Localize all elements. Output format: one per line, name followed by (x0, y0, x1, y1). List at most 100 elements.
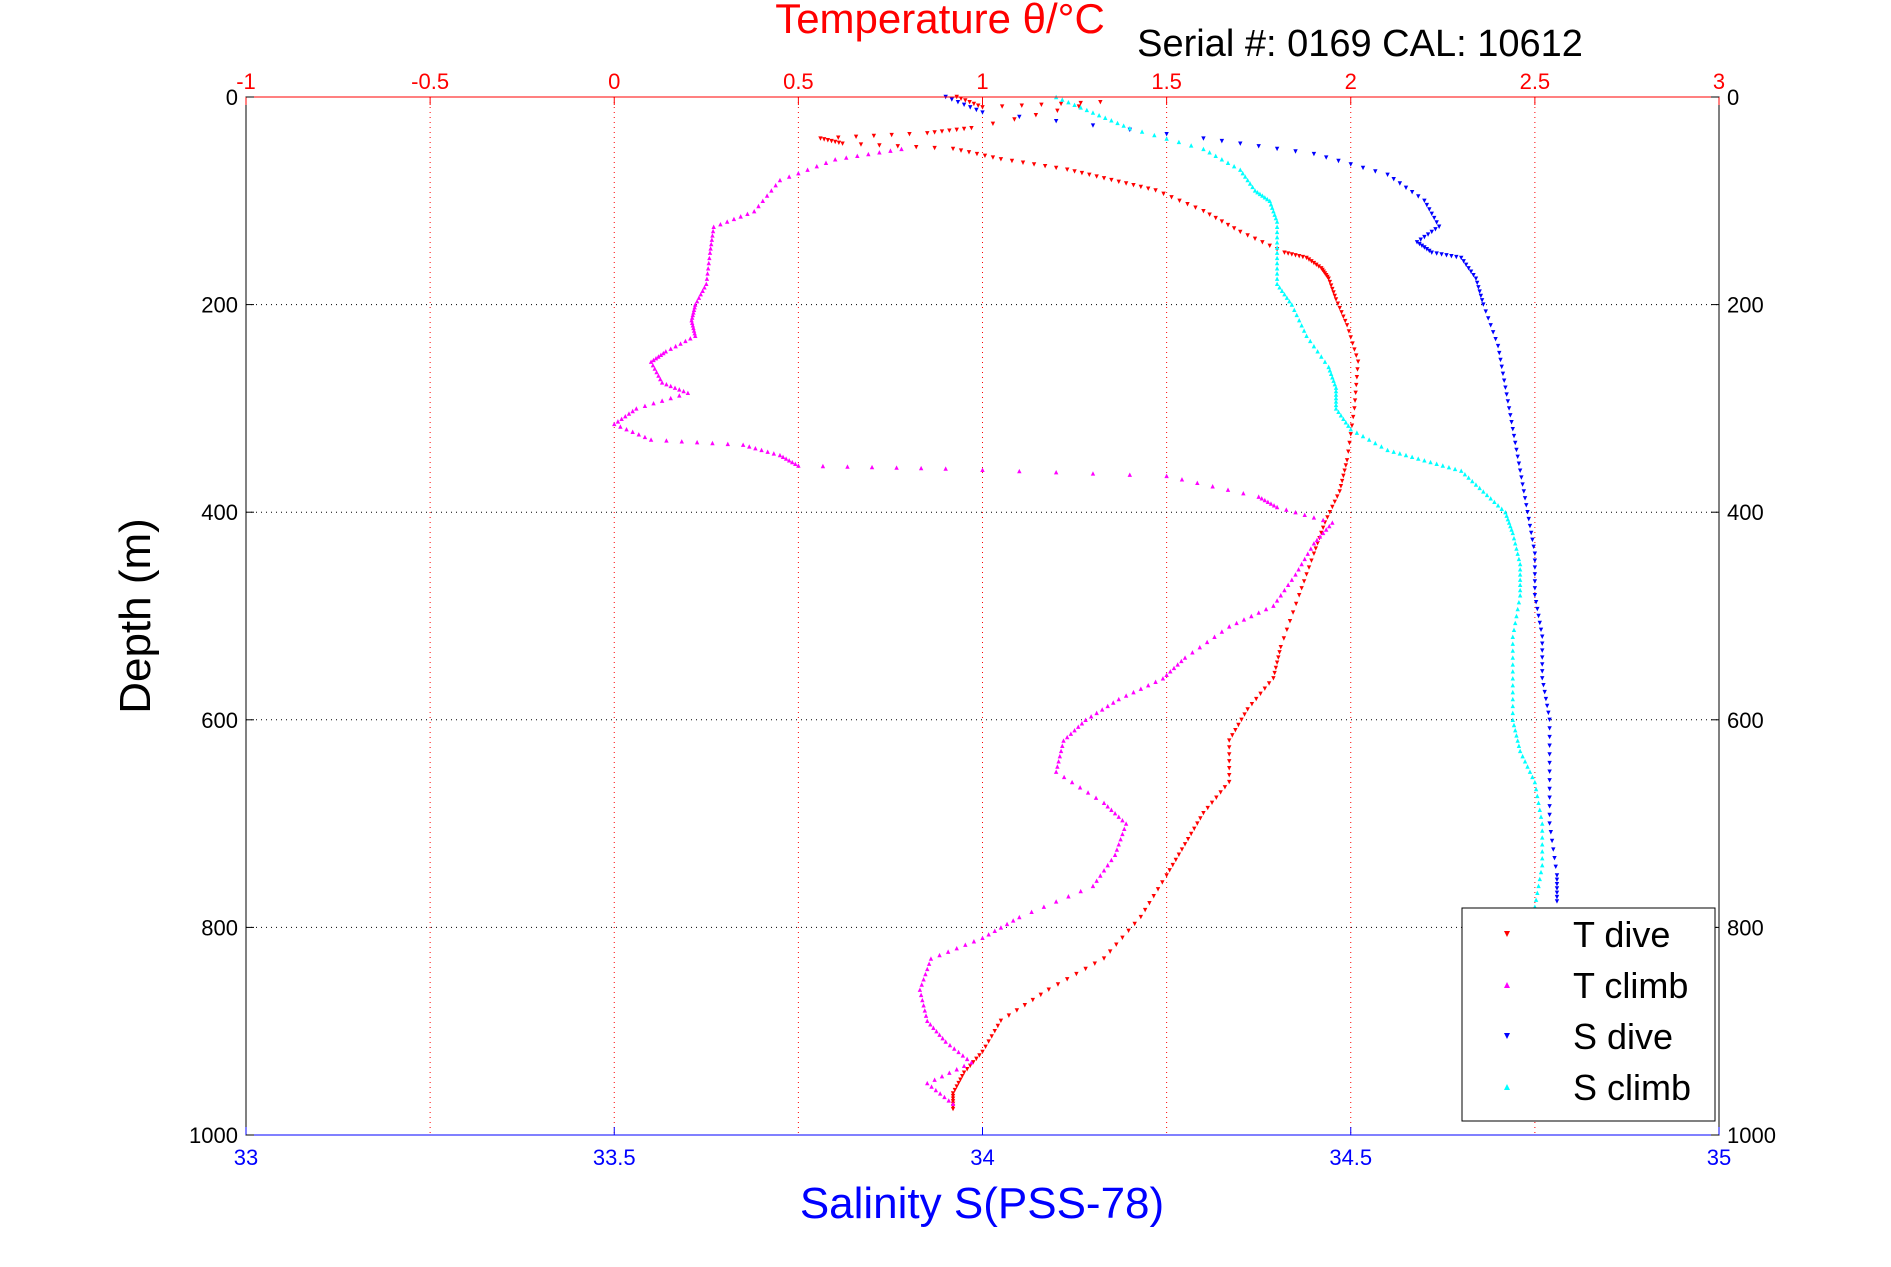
data-point (1540, 821, 1545, 826)
data-point (1053, 470, 1059, 475)
data-point (1527, 523, 1533, 529)
data-point (1227, 759, 1232, 764)
data-point (960, 1073, 965, 1079)
data-point (796, 170, 801, 176)
data-point (946, 1098, 951, 1103)
data-point (1514, 733, 1519, 738)
temperature-tick-label: -1 (236, 69, 256, 94)
data-point (1077, 785, 1083, 790)
data-point (980, 935, 985, 940)
data-point (709, 241, 714, 247)
data-point (1227, 779, 1232, 785)
data-point (1511, 535, 1517, 541)
data-point (939, 129, 945, 134)
data-point (1532, 572, 1538, 577)
data-point (1241, 490, 1246, 496)
data-point (1055, 764, 1060, 769)
data-point (1508, 413, 1513, 418)
data-point (1538, 869, 1544, 875)
data-point (823, 160, 829, 165)
data-point (1218, 790, 1223, 795)
data-point (1010, 918, 1016, 923)
data-point (977, 1053, 982, 1058)
data-point (980, 1049, 985, 1055)
data-point (950, 1101, 956, 1107)
data-point (961, 1070, 967, 1075)
data-point (1324, 527, 1329, 532)
data-point (1348, 432, 1353, 437)
data-point (1164, 873, 1169, 878)
data-point (1265, 196, 1270, 202)
data-point (1282, 292, 1287, 297)
data-point (1256, 610, 1261, 615)
data-point (1503, 510, 1508, 515)
data-point (1333, 406, 1339, 411)
data-point (1403, 185, 1409, 191)
data-point (1138, 914, 1144, 920)
data-point (1038, 992, 1044, 998)
data-point (1535, 890, 1540, 895)
data-point (1210, 484, 1215, 489)
data-point (790, 459, 795, 465)
data-point (1515, 551, 1520, 556)
data-point (661, 350, 666, 356)
data-point (1109, 118, 1114, 123)
data-point (707, 255, 712, 261)
data-point (1434, 251, 1439, 256)
data-point (1094, 710, 1099, 716)
data-point (958, 96, 964, 101)
data-point (1355, 367, 1360, 372)
salinity-tick-label: 33.5 (593, 1145, 636, 1170)
data-point (691, 328, 697, 333)
data-point (1098, 873, 1103, 878)
data-point (1548, 830, 1554, 835)
data-point (689, 317, 694, 323)
data-point (1551, 847, 1556, 852)
data-point (969, 1060, 974, 1065)
data-point (967, 99, 972, 105)
data-point (1540, 676, 1545, 681)
data-point (1123, 821, 1129, 826)
data-point (1069, 779, 1075, 785)
data-point (1484, 492, 1490, 498)
data-point (1414, 240, 1420, 245)
data-point (1219, 157, 1225, 162)
data-point (1541, 683, 1546, 688)
data-point (1338, 413, 1344, 418)
data-point (1245, 233, 1250, 238)
data-point (1488, 496, 1493, 501)
data-point (1444, 253, 1449, 258)
data-point (1078, 105, 1083, 110)
data-point (1478, 293, 1484, 299)
data-point (738, 214, 743, 219)
data-point (925, 1018, 930, 1024)
data-point (1338, 484, 1344, 489)
data-point (1101, 868, 1107, 873)
data-point (1294, 312, 1299, 318)
data-point (1020, 160, 1026, 165)
data-point (1204, 639, 1210, 645)
data-point (931, 1025, 936, 1030)
data-point (1326, 364, 1331, 370)
data-point (709, 237, 715, 242)
data-point (961, 1063, 967, 1068)
data-point (1234, 620, 1239, 626)
data-point (1076, 724, 1081, 729)
data-point (1337, 489, 1342, 494)
data-point (1418, 237, 1423, 242)
data-point (1554, 881, 1560, 887)
data-point (820, 463, 826, 469)
data-point (1516, 556, 1522, 562)
data-point (1093, 795, 1099, 800)
data-point (1440, 463, 1446, 468)
data-point (1520, 753, 1525, 759)
data-point (1265, 499, 1271, 505)
data-point (1476, 285, 1481, 290)
data-point (1308, 546, 1314, 551)
data-point (939, 1073, 945, 1079)
data-point (1433, 227, 1438, 232)
data-point (1120, 935, 1125, 940)
data-point (998, 157, 1004, 162)
data-point (1227, 738, 1232, 743)
data-point (980, 467, 985, 473)
